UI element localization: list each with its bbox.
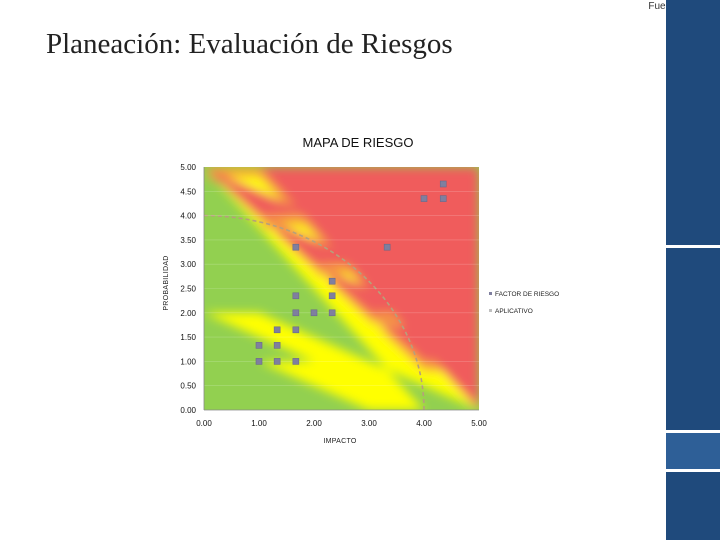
chart-title: MAPA DE RIESGO [302, 135, 413, 150]
data-point [439, 180, 447, 188]
x-axis-label: IMPACTO [323, 438, 357, 445]
data-point [328, 309, 336, 317]
legend-label: APLICATIVO [495, 308, 533, 315]
data-point [292, 309, 300, 317]
data-point [328, 292, 336, 300]
slide-title: Planeación: Evaluación de Riesgos [46, 28, 453, 60]
decorative-sidebar [666, 0, 720, 540]
sidebar-block-middle [666, 248, 720, 430]
y-axis-label: PROBABILIDAD [163, 255, 170, 310]
x-tick-label: 0.00 [196, 419, 212, 428]
x-tick-label: 1.00 [251, 419, 267, 428]
reference-curve [204, 214, 425, 410]
x-tick-label: 2.00 [306, 419, 322, 428]
sidebar-block-bottom [666, 472, 720, 540]
data-point [273, 342, 281, 349]
y-tick-label: 5.00 [180, 163, 196, 172]
legend-marker [489, 309, 492, 312]
data-point [439, 195, 447, 202]
data-point [328, 277, 336, 285]
risk-zones [204, 167, 479, 410]
y-tick-label: 1.00 [180, 357, 196, 366]
y-tick-label: 3.00 [180, 260, 196, 269]
reference-curve-group [204, 214, 425, 410]
risk-map-chart: MAPA DE RIESGO 0.00 0.50 1.00 1.50 2.00 2.50 3… [163, 135, 559, 445]
data-point [255, 342, 263, 349]
data-point [273, 326, 281, 334]
y-tick-label: 2.00 [180, 309, 196, 318]
y-tick-label: 0.00 [180, 406, 196, 415]
data-point [420, 195, 428, 202]
sidebar-block-accent [666, 433, 720, 469]
data-point [292, 358, 300, 365]
zone-red [204, 167, 479, 410]
sidebar-block-top [666, 0, 720, 245]
data-point [292, 326, 300, 334]
data-point [310, 309, 318, 317]
y-tick-label: 4.50 [180, 187, 196, 196]
legend-marker [489, 292, 492, 295]
data-points [255, 180, 447, 365]
legend: FACTOR DE RIESGO APLICATIVO [489, 291, 559, 315]
x-tick-label: 4.00 [416, 419, 432, 428]
y-tick-label: 2.50 [180, 285, 196, 294]
y-tick-label: 3.50 [180, 236, 196, 245]
y-tick-label: 0.50 [180, 382, 196, 391]
y-tick-label: 4.00 [180, 212, 196, 221]
data-point [255, 358, 263, 365]
y-tick-label: 1.50 [180, 333, 196, 342]
zone-bands [204, 167, 479, 410]
data-point [292, 243, 300, 251]
data-point [273, 358, 281, 365]
x-tick-label: 3.00 [361, 419, 377, 428]
data-point [292, 292, 300, 300]
x-tick-label: 5.00 [471, 419, 487, 428]
axes: 0.00 0.50 1.00 1.50 2.00 2.50 3.00 3.50 4.00 4.50… [180, 163, 487, 428]
legend-label: FACTOR DE RIESGO [495, 291, 559, 298]
data-point [383, 243, 391, 251]
